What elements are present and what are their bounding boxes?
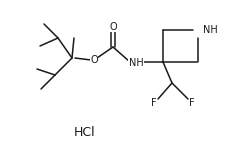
Text: NH: NH: [203, 25, 218, 35]
Text: O: O: [90, 55, 98, 65]
Text: NH: NH: [129, 58, 143, 68]
Text: HCl: HCl: [74, 125, 96, 138]
Text: O: O: [109, 22, 117, 32]
Text: F: F: [189, 98, 195, 108]
Text: F: F: [151, 98, 157, 108]
